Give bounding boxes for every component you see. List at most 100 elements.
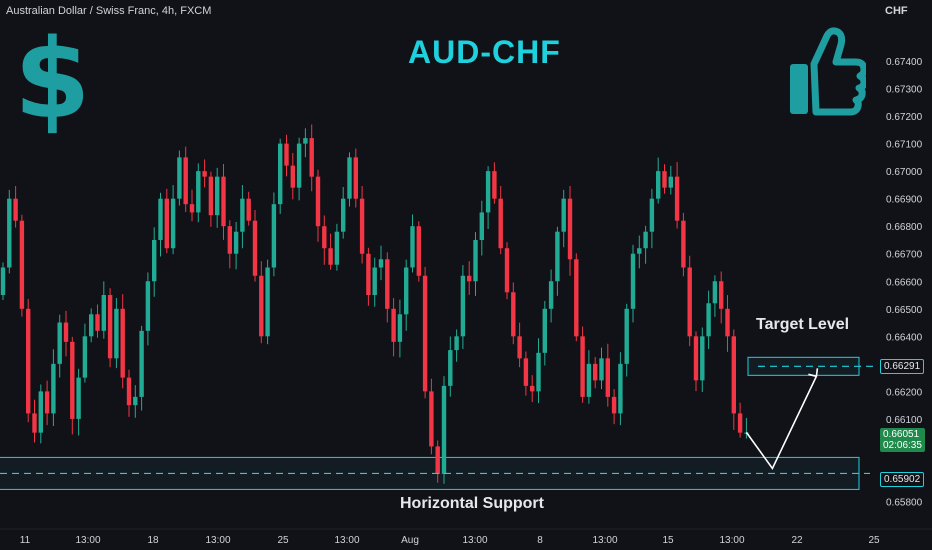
candle-body [164,198,169,249]
candle-body [561,198,566,232]
candle-body [397,314,403,342]
candle-body [681,220,686,268]
x-tick-label: 25 [868,535,880,546]
candle-body [404,267,409,315]
candle-body [523,358,529,386]
candle-body [574,259,579,337]
thumbs-up-icon [790,27,866,116]
candle-body [145,281,151,331]
candle-body [133,396,138,406]
candle-body [555,231,560,282]
candle-body [309,138,314,177]
candle-body [259,275,264,337]
y-tick-label: 0.66600 [886,277,923,288]
candle-body [265,267,270,337]
candle-body [183,157,188,205]
candle-body [548,281,554,309]
y-tick-label: 0.67400 [886,57,923,68]
candle-body [271,204,277,268]
y-tick-label: 0.67100 [886,140,923,151]
candle-body [435,446,440,474]
candle-body [296,143,302,188]
candle-body [215,176,220,216]
candle-body [334,231,340,265]
candle-body [410,226,415,268]
candle-body [51,363,56,414]
candle-body [536,352,541,392]
candle-body [473,239,478,282]
candle-body [624,308,629,364]
candle-body [441,385,447,474]
candle-body [593,363,598,381]
candle-body [422,275,428,392]
candle-body [101,295,106,331]
last-price-value: 0.66051 [883,429,920,440]
candle-body [737,413,743,433]
candle-body [637,248,642,254]
chart-title: AUD-CHF [408,34,561,70]
candle-body [567,198,573,260]
candle-body [13,198,18,221]
y-tick-label: 0.67000 [886,167,923,178]
candle-body [227,226,232,254]
x-tick-label: 13:00 [205,535,230,546]
candle-body [114,308,119,359]
candle-body [693,336,699,381]
candle-body [674,176,680,221]
currency-label: CHF [885,5,908,17]
candle-body [170,198,176,249]
candle-body [82,336,88,378]
candle-body [656,171,661,199]
candle-body [284,143,289,166]
candle-body [372,267,377,296]
candle-body [202,171,207,177]
candle-body [649,198,655,232]
x-tick-label: 13:00 [462,535,487,546]
candle-body [492,171,497,199]
candle-body [26,308,31,414]
candle-body [0,267,6,296]
candle-body [517,336,522,359]
candle-body [252,220,258,276]
candle-body [378,259,384,268]
candle-body [498,198,503,249]
y-tick-label: 0.65800 [886,497,923,508]
candle-body [158,198,163,240]
candle-body [278,143,283,205]
candle-body [359,198,365,254]
candle-body [706,303,711,337]
candle-body [70,341,75,419]
candle-body [700,336,705,381]
candle-body [580,336,585,397]
candle-body [586,363,592,397]
candle-body [467,275,472,282]
candle-body [542,308,547,353]
support-price-tag: 0.65902 [880,472,925,487]
candle-body [303,138,308,144]
candle-body [611,396,617,414]
candle-body [448,350,453,386]
candle-body [290,165,295,188]
candle-body [152,239,157,282]
y-tick-label: 0.66700 [886,250,923,261]
candle-body [208,176,214,216]
candle-body [32,413,37,433]
candle-body [391,308,396,342]
candle-body [341,198,346,232]
candle-body [416,226,421,276]
candle-body [315,176,321,227]
candle-body [643,231,648,249]
y-tick-label: 0.66100 [886,415,923,426]
x-tick-label: 22 [791,535,803,546]
candle-body [177,157,182,199]
y-tick-label: 0.67200 [886,112,923,123]
x-tick-label: 13:00 [75,535,100,546]
candle-body [76,377,81,419]
candle-body [233,231,239,254]
candle-body [44,391,50,414]
support-zone [0,456,860,490]
candle-body [95,314,100,331]
arrow-head [808,368,819,378]
candle-body [353,157,358,199]
